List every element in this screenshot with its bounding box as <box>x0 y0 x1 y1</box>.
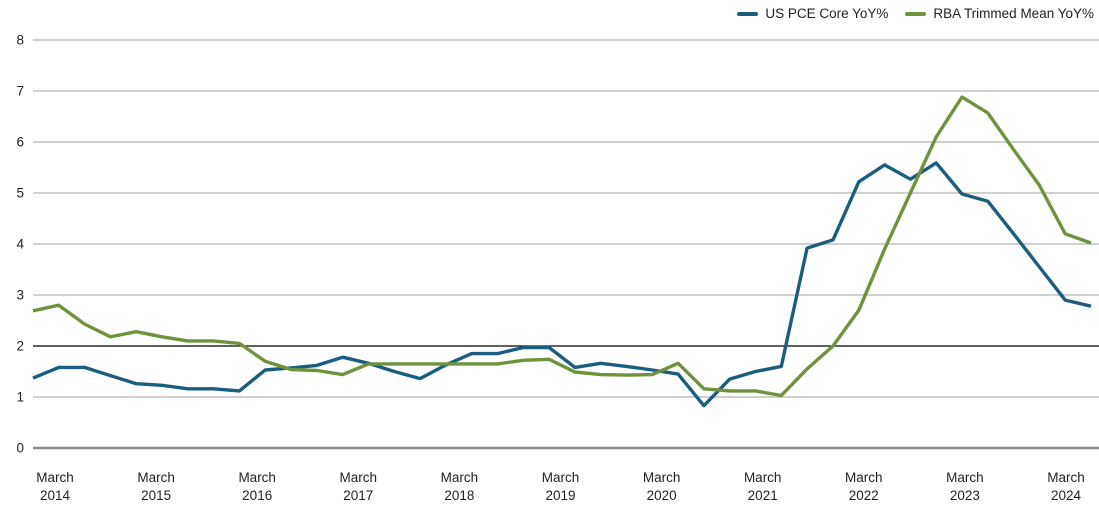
series-line-us-pce-core <box>32 161 1092 408</box>
x-tick-year-2020: 2020 <box>647 488 677 503</box>
x-tick-month-2019: March <box>542 470 580 485</box>
y-tick-label-6: 6 <box>16 135 24 150</box>
x-tick-year-2017: 2017 <box>343 488 373 503</box>
legend-item-us-pce-core: US PCE Core YoY% <box>737 6 888 21</box>
y-tick-label-5: 5 <box>16 186 24 201</box>
y-tick-label-0: 0 <box>16 441 24 456</box>
x-tick-year-2019: 2019 <box>545 488 575 503</box>
x-tick-month-2023: March <box>946 470 984 485</box>
legend-label-us-pce-core: US PCE Core YoY% <box>765 6 889 21</box>
x-tick-year-2016: 2016 <box>242 488 272 503</box>
x-tick-month-2017: March <box>340 470 378 485</box>
x-tick-year-2022: 2022 <box>849 488 879 503</box>
x-tick-year-2014: 2014 <box>40 488 71 503</box>
x-tick-year-2021: 2021 <box>748 488 778 503</box>
x-tick-month-2020: March <box>643 470 681 485</box>
x-tick-month-2024: March <box>1047 470 1085 485</box>
legend-label-rba-trimmed-mean: RBA Trimmed Mean YoY% <box>933 6 1094 21</box>
legend-swatch-us-pce-core <box>737 11 759 16</box>
x-tick-month-2018: March <box>441 470 479 485</box>
series-line-rba-trimmed-mean <box>32 95 1092 398</box>
y-tick-label-8: 8 <box>16 33 24 48</box>
x-tick-year-2023: 2023 <box>950 488 980 503</box>
x-tick-year-2015: 2015 <box>141 488 171 503</box>
x-tick-year-2024: 2024 <box>1051 488 1082 503</box>
y-tick-label-4: 4 <box>16 237 24 252</box>
legend-item-rba-trimmed-mean: RBA Trimmed Mean YoY% <box>905 6 1094 21</box>
x-tick-month-2021: March <box>744 470 782 485</box>
legend-swatch-rba-trimmed-mean <box>905 11 927 16</box>
y-tick-label-3: 3 <box>16 288 24 303</box>
x-tick-month-2015: March <box>137 470 175 485</box>
chart-legend: US PCE Core YoY% RBA Trimmed Mean YoY% <box>737 6 1094 21</box>
x-tick-year-2018: 2018 <box>444 488 474 503</box>
y-tick-label-1: 1 <box>16 390 24 405</box>
x-tick-month-2016: March <box>238 470 276 485</box>
x-tick-month-2022: March <box>845 470 883 485</box>
y-tick-label-2: 2 <box>16 339 24 354</box>
x-tick-month-2014: March <box>36 470 74 485</box>
y-tick-label-7: 7 <box>16 84 24 99</box>
